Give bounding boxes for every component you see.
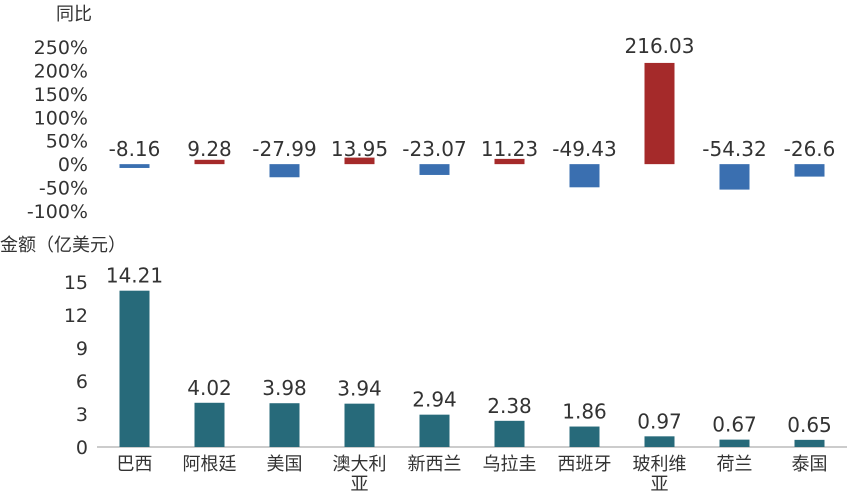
yoy-y-tick-label: 200% [34, 60, 88, 82]
yoy-value-label: 216.03 [625, 34, 695, 58]
amount-y-tick-label: 15 [64, 272, 88, 294]
yoy-value-labels: -8.16 9.28 -27.99 13.95 -23.07 11.23 -49.43 216… [109, 34, 836, 161]
amount-bar [344, 403, 375, 447]
amount-value-label: 4.02 [187, 376, 232, 400]
yoy-bar [494, 158, 525, 165]
amount-bar [569, 426, 600, 447]
amount-value-label: 3.98 [262, 376, 307, 400]
yoy-value-label: -8.16 [109, 137, 161, 161]
category-label: 澳大利亚 [333, 454, 387, 492]
yoy-y-tick-label: 100% [34, 107, 88, 129]
category-label-line: 西班牙 [558, 454, 612, 475]
amount-bar [794, 439, 825, 447]
amount-value-label: 0.97 [637, 409, 682, 433]
amount-value-labels: 14.21 4.02 3.98 3.94 2.94 2.38 1.86 0.97 0.67 0.6… [106, 264, 832, 437]
yoy-y-tick-label: -100% [27, 201, 88, 223]
yoy-bars [119, 62, 825, 190]
category-label: 荷兰 [717, 454, 753, 475]
category-label-line: 美国 [267, 454, 303, 475]
yoy-y-tick-label: 150% [34, 84, 88, 106]
amount-bar [269, 403, 300, 447]
yoy-value-label: -27.99 [252, 137, 316, 161]
category-label-line: 新西兰 [408, 454, 462, 475]
amount-value-label: 0.65 [787, 413, 832, 437]
category-label: 西班牙 [558, 454, 612, 475]
amount-bar [719, 439, 750, 447]
category-label: 美国 [267, 454, 303, 475]
category-label-line: 阿根廷 [183, 454, 237, 475]
amount-bars [119, 290, 825, 447]
yoy-bar [344, 157, 375, 165]
yoy-value-label: -26.6 [784, 137, 836, 161]
yoy-axis-title: 同比 [56, 4, 92, 25]
yoy-y-ticks: 250%200%150%100%50%0%-50%-100% [27, 37, 88, 223]
yoy-value-label: -49.43 [552, 137, 616, 161]
category-label: 泰国 [792, 454, 828, 475]
yoy-bar [794, 164, 825, 177]
yoy-bar [419, 164, 450, 175]
category-label-line: 亚 [651, 474, 669, 492]
amount-y-ticks: 15 12 9 6 3 0 [64, 272, 88, 459]
yoy-value-label: 13.95 [331, 137, 388, 161]
yoy-bar [269, 164, 300, 178]
yoy-value-label: -23.07 [402, 137, 466, 161]
category-label: 玻利维亚 [633, 454, 687, 492]
yoy-y-tick-label: -50% [39, 178, 88, 200]
amount-value-label: 2.38 [487, 394, 532, 418]
yoy-value-label: -54.32 [702, 137, 766, 161]
category-label-line: 乌拉圭 [483, 454, 537, 475]
amount-bar [419, 414, 450, 447]
amount-y-tick-label: 3 [76, 404, 88, 426]
amount-bar [194, 402, 225, 447]
yoy-bar [569, 164, 600, 188]
yoy-bar [719, 164, 750, 190]
yoy-y-tick-label: 50% [46, 131, 88, 153]
amount-y-tick-label: 6 [76, 371, 88, 393]
category-label-line: 澳大利 [333, 454, 387, 475]
yoy-y-tick-label: 250% [34, 37, 88, 59]
category-label-line: 亚 [351, 474, 369, 492]
category-label-line: 泰国 [792, 454, 828, 475]
category-label: 乌拉圭 [483, 454, 537, 475]
amount-axis-title: 金额（亿美元） [0, 235, 126, 256]
yoy-bar [644, 62, 675, 165]
amount-value-label: 2.94 [412, 388, 457, 412]
amount-bar [119, 290, 150, 447]
yoy-bar [119, 164, 150, 168]
amount-value-label: 1.86 [562, 400, 607, 424]
amount-bar [494, 420, 525, 447]
category-label: 阿根廷 [183, 454, 237, 475]
amount-chart-panel: 金额（亿美元） 15 12 9 6 3 0 14.21 4.02 3.98 3.94 2.94 2.… [0, 235, 847, 495]
category-label-line: 巴西 [117, 454, 153, 475]
category-label-line: 玻利维 [633, 454, 687, 475]
amount-bar [644, 436, 675, 447]
amount-y-tick-label: 9 [76, 338, 88, 360]
yoy-y-tick-label: 0% [58, 154, 88, 176]
yoy-value-label: 9.28 [187, 137, 232, 161]
yoy-value-label: 11.23 [481, 137, 538, 161]
category-label: 巴西 [117, 454, 153, 475]
amount-value-label: 0.67 [712, 413, 757, 437]
category-label: 新西兰 [408, 454, 462, 475]
amount-value-label: 14.21 [106, 264, 163, 288]
amount-value-label: 3.94 [337, 377, 382, 401]
amount-y-tick-label: 0 [76, 437, 88, 459]
yoy-chart-panel: 同比 250%200%150%100%50%0%-50%-100% -8.16 9… [27, 4, 836, 223]
amount-y-tick-label: 12 [64, 305, 88, 327]
yoy-bar [194, 159, 225, 165]
category-label-line: 荷兰 [717, 454, 753, 475]
